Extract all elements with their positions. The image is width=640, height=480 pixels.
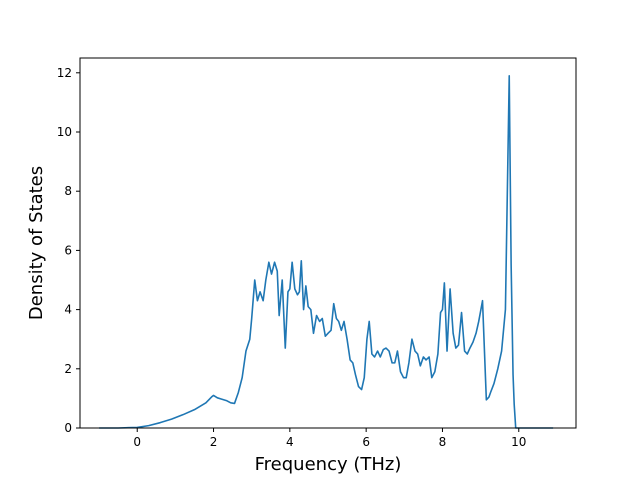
x-tick-label: 10 xyxy=(511,435,526,449)
y-tick-label: 6 xyxy=(64,243,72,257)
y-tick-label: 0 xyxy=(64,421,72,435)
plot-area xyxy=(99,74,554,429)
x-tick-label: 0 xyxy=(133,435,141,449)
y-tick-label: 4 xyxy=(64,303,72,317)
x-tick-label: 4 xyxy=(286,435,294,449)
x-tick-label: 8 xyxy=(439,435,447,449)
axis-ticks: 0 2 4 6 8 10 0 2 4 6 8 10 12 xyxy=(57,66,527,449)
y-tick-label: 10 xyxy=(57,125,72,139)
x-tick-label: 2 xyxy=(210,435,218,449)
y-tick-label: 8 xyxy=(64,184,72,198)
x-axis-label: Frequency (THz) xyxy=(255,454,402,475)
y-tick-label: 12 xyxy=(57,66,72,80)
axes-frame xyxy=(79,57,577,429)
dos-line-0 xyxy=(99,74,554,429)
y-axis-label: Density of States xyxy=(26,166,47,320)
y-tick-label: 2 xyxy=(64,362,72,376)
x-tick-label: 6 xyxy=(362,435,370,449)
